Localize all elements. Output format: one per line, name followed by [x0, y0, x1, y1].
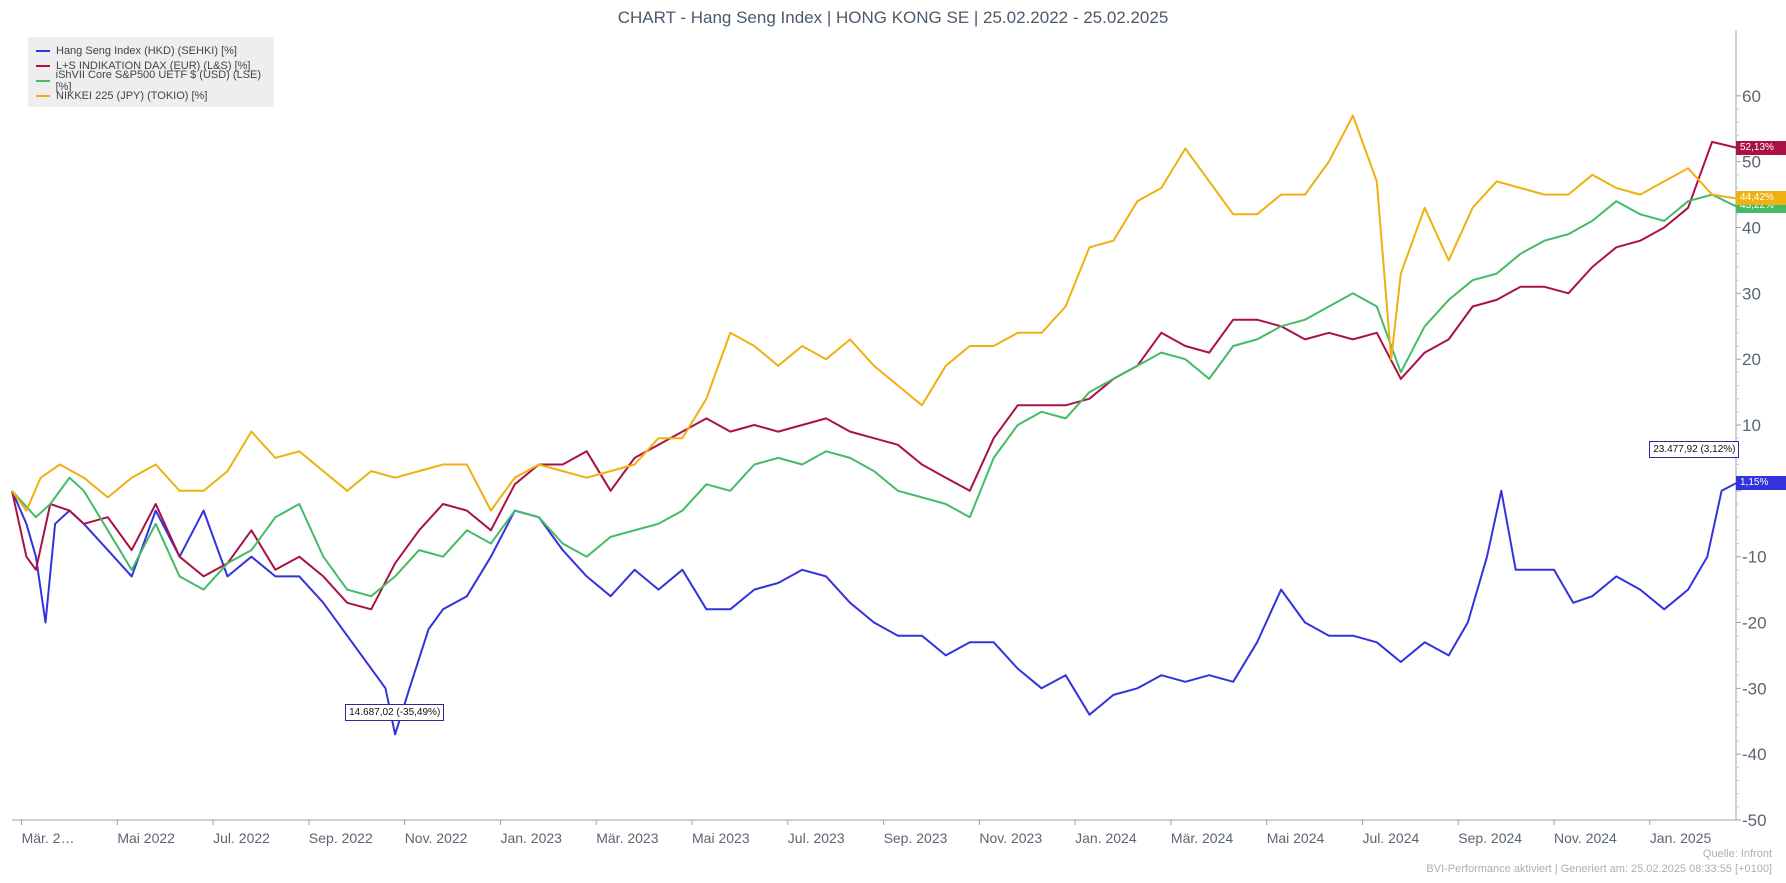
legend: Hang Seng Index (HKD) (SEHKI) [%] L+S IND… — [28, 37, 274, 107]
series-group — [11, 114, 1737, 736]
y-tick-label: -20 — [1742, 614, 1767, 633]
legend-swatch — [36, 79, 50, 82]
y-tick-label: 30 — [1742, 284, 1761, 303]
x-tick-label: Jul. 2023 — [788, 830, 845, 846]
legend-label: NIKKEI 225 (JPY) (TOKIO) [%] — [56, 89, 208, 102]
legend-item-0: Hang Seng Index (HKD) (SEHKI) [%] — [36, 43, 274, 58]
series-line-2 — [11, 193, 1737, 598]
x-tick-label: Jul. 2024 — [1362, 830, 1419, 846]
x-tick-label: Jul. 2022 — [213, 830, 270, 846]
legend-item-1: L+S INDIKATION DAX (EUR) (L&S) [%] — [36, 58, 274, 73]
x-tick-label: Sep. 2024 — [1458, 830, 1522, 846]
legend-swatch — [36, 64, 50, 67]
annotation-callout-0: 14.687,02 (-35,49%) — [345, 704, 445, 722]
legend-item-3: NIKKEI 225 (JPY) (TOKIO) [%] — [36, 88, 274, 103]
source-note: Quelle: Infront — [1702, 848, 1772, 860]
end-value-tag-3: 44,42% — [1736, 191, 1786, 206]
legend-swatch — [36, 49, 50, 52]
y-tick-label: 60 — [1742, 87, 1761, 106]
x-tick-label: Mär. 2024 — [1171, 830, 1233, 846]
x-tick-label: Nov. 2022 — [405, 830, 468, 846]
y-tick-label: 40 — [1742, 219, 1761, 238]
x-tick-label: Jan. 2023 — [500, 830, 562, 846]
series-line-0 — [11, 482, 1737, 736]
x-tick-label: Mai 2024 — [1267, 830, 1325, 846]
end-value-tag-0: 1,15% — [1736, 476, 1786, 491]
legend-label: L+S INDIKATION DAX (EUR) (L&S) [%] — [56, 59, 251, 72]
x-tick-label: Mai 2022 — [117, 830, 175, 846]
annotation-callout-1: 23.477,92 (3,12%) — [1649, 441, 1740, 459]
series-line-1 — [11, 140, 1737, 611]
x-tick-label: Nov. 2023 — [979, 830, 1042, 846]
y-tick-label: 50 — [1742, 153, 1761, 172]
y-tick-label: -10 — [1742, 548, 1767, 567]
x-tick-label: Nov. 2024 — [1554, 830, 1617, 846]
legend-swatch — [36, 94, 50, 97]
y-tick-label: -50 — [1742, 811, 1767, 830]
chart-title: CHART - Hang Seng Index | HONG KONG SE |… — [617, 8, 1169, 27]
x-tick-label: Mär. 2… — [22, 830, 75, 846]
y-tick-label: 20 — [1742, 350, 1761, 369]
series-line-3 — [11, 114, 1737, 512]
axes: 60 50 40 30 20 10 -10 -20 -30 -40 -50 Mär. 2… Mai 20… — [12, 30, 1767, 846]
y-tick-label: 10 — [1742, 416, 1761, 435]
legend-item-2: iShVII Core S&P500 UETF $ (USD) (LSE) [%… — [36, 69, 274, 93]
generated-note: BVI-Performance aktiviert | Generiert am… — [1426, 863, 1772, 875]
x-tick-label: Sep. 2022 — [309, 830, 373, 846]
y-tick-label: -30 — [1742, 679, 1767, 698]
y-tick-label: -40 — [1742, 745, 1767, 764]
x-tick-label: Jan. 2024 — [1075, 830, 1137, 846]
chart-footer: Quelle: Infront BVI-Performance aktivier… — [1426, 847, 1772, 877]
legend-label: iShVII Core S&P500 UETF $ (USD) (LSE) [%… — [55, 68, 262, 93]
end-value-tag-1: 52,13% — [1736, 140, 1786, 155]
x-tick-label: Sep. 2023 — [884, 830, 948, 846]
legend-label: Hang Seng Index (HKD) (SEHKI) [%] — [56, 44, 237, 57]
x-tick-label: Jan. 2025 — [1650, 830, 1712, 846]
x-tick-label: Mär. 2023 — [596, 830, 658, 846]
x-tick-label: Mai 2023 — [692, 830, 750, 846]
